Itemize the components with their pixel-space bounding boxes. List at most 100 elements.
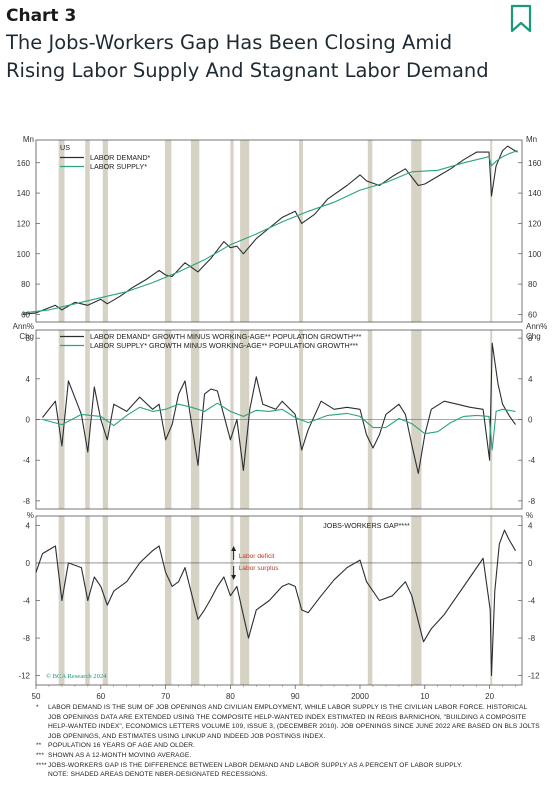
y-tick-label-right: -12 [528, 672, 540, 681]
recession-band [190, 140, 200, 322]
chart-header: Chart 3 The Jobs-Workers Gap Has Been Cl… [6, 0, 506, 85]
y-tick-label-left: -4 [23, 597, 31, 606]
y-tick-label-right: 120 [528, 219, 542, 228]
recession-band [367, 140, 373, 322]
y-tick-label-right: -8 [528, 497, 536, 506]
panel-title: JOBS-WORKERS GAP**** [323, 521, 410, 530]
recession-band [411, 516, 422, 685]
recession-band [230, 140, 234, 322]
recession-band [190, 516, 200, 685]
footnote-mark: *** [36, 751, 44, 759]
recession-band [490, 140, 493, 322]
x-tick-label: 90 [291, 692, 300, 700]
recession-band [240, 516, 250, 685]
recession-band [58, 140, 65, 322]
y-tick-label-right: 80 [528, 280, 537, 289]
panel-1 [22, 139, 523, 323]
unit-label-left: Ann% Chg [13, 322, 34, 341]
y-tick-label-right: -4 [528, 597, 536, 606]
unit-label-left: % [27, 511, 34, 520]
y-tick-label-right: -8 [528, 634, 536, 643]
watermark: © BCA Research 2024 [46, 673, 107, 680]
footnote-mark [36, 770, 48, 780]
y-tick-label-left: 0 [26, 416, 31, 425]
y-tick-label-left: 140 [17, 189, 31, 198]
footnotes: * LABOR DEMAND IS THE SUM OF JOB OPENINGS… [36, 703, 541, 780]
unit-label-right: % [526, 511, 533, 520]
series-line-supply [22, 150, 518, 314]
footnote: NOTE: SHADED AREAS DENOTE NBER-DESIGNATE… [36, 770, 541, 780]
x-tick-label: 20 [485, 692, 494, 700]
y-tick-label-left: 4 [26, 521, 31, 530]
panel-3: Labor deficit Labor surplus © BCA Research… [35, 515, 523, 686]
region-label: US [60, 143, 70, 152]
footnote-mark: **** [36, 761, 47, 769]
footnote-text: JOBS-WORKERS GAP IS THE DIFFERENCE BETWE… [48, 761, 463, 769]
footnote-text: SHOWN AS A 12-MONTH MOVING AVERAGE. [48, 751, 192, 759]
y-tick-label-right: 4 [528, 521, 533, 530]
footnote: *** SHOWN AS A 12-MONTH MOVING AVERAGE. [36, 751, 541, 761]
y-tick-label-right: 60 [528, 310, 537, 319]
unit-label-right: Mn [526, 135, 537, 144]
panel-frame [35, 139, 523, 323]
footnote-mark: * [36, 704, 39, 711]
surplus-arrow-head [231, 574, 237, 580]
x-tick-label: 2000 [351, 692, 369, 700]
y-tick-label-right: 8 [528, 334, 533, 343]
deficit-arrow-head [231, 545, 237, 551]
legend-entry: LABOR DEMAND* GROWTH MINUS WORKING-AGE**… [90, 332, 362, 341]
y-tick-label-left: -4 [23, 456, 31, 465]
series-line-demand [35, 529, 516, 677]
y-tick-label-right: 0 [528, 416, 533, 425]
footnote-text: LABOR DEMAND IS THE SUM OF JOB OPENINGS … [48, 704, 540, 740]
y-tick-label-left: 80 [21, 280, 30, 289]
x-tick-label: 60 [96, 692, 105, 700]
y-tick-label-right: 160 [528, 159, 542, 168]
series-line-supply [42, 402, 516, 451]
recession-band [164, 516, 172, 685]
legend-entry: LABOR DEMAND* [90, 153, 151, 162]
y-tick-label-left: -8 [23, 497, 31, 506]
footnote-text: NOTE: SHADED AREAS DENOTE NBER-DESIGNATE… [48, 771, 268, 779]
footnote-mark: ** [36, 742, 42, 750]
labor-surplus-label: Labor surplus [239, 565, 280, 572]
unit-label-left: Mn [23, 135, 34, 144]
recession-band [299, 516, 303, 685]
y-tick-label-right: 0 [528, 559, 533, 568]
y-tick-label-right: -4 [528, 456, 536, 465]
recession-band [85, 140, 90, 322]
recession-band [367, 516, 373, 685]
recession-band [164, 140, 172, 322]
y-tick-label-left: 0 [26, 559, 31, 568]
y-tick-label-left: 100 [17, 250, 31, 259]
footnote: ** POPULATION 16 YEARS OF AGE AND OLDER. [36, 741, 541, 751]
recession-band [490, 516, 493, 685]
y-tick-label-left: 120 [17, 219, 31, 228]
recession-band [299, 140, 303, 322]
labor-deficit-label: Labor deficit [239, 553, 275, 560]
chart-title: The Jobs-Workers Gap Has Been Closing Am… [6, 31, 489, 82]
y-tick-label-left: 4 [26, 375, 31, 384]
panel-2: Ann% Chg Ann% Chg [13, 322, 547, 510]
chart-kicker: Chart 3 [6, 6, 77, 26]
footnote: **** JOBS-WORKERS GAP IS THE DIFFERENCE B… [36, 761, 541, 771]
legend-entry: LABOR SUPPLY* [90, 162, 147, 171]
y-tick-label-left: -12 [18, 672, 30, 681]
footnote-text: POPULATION 16 YEARS OF AGE AND OLDER. [48, 742, 196, 750]
x-tick-label: 80 [226, 692, 235, 700]
y-tick-label-right: 100 [528, 250, 542, 259]
footnote: * LABOR DEMAND IS THE SUM OF JOB OPENINGS… [36, 703, 541, 741]
recession-band [411, 140, 422, 322]
x-tick-label: 50 [32, 692, 41, 700]
bookmark-icon[interactable] [510, 4, 532, 34]
series-line-demand [42, 342, 516, 474]
y-tick-label-left: 160 [17, 159, 31, 168]
y-tick-label-left: 8 [26, 334, 31, 343]
y-tick-label-left: -8 [23, 634, 31, 643]
series-line-demand [22, 145, 518, 315]
legend-entry: LABOR SUPPLY* GROWTH MINUS WORKING-AGE**… [90, 341, 358, 350]
recession-band [102, 140, 108, 322]
recession-band [230, 516, 234, 685]
y-tick-label-right: 140 [528, 189, 542, 198]
